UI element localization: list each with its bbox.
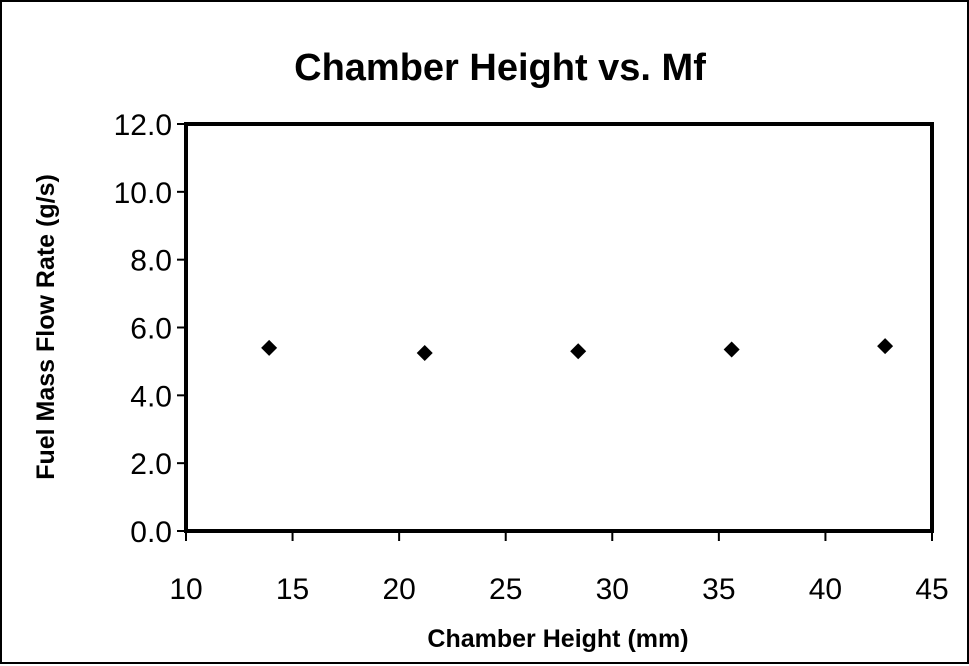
x-axis-label: Chamber Height (mm): [427, 625, 688, 653]
plot-area: [184, 122, 934, 533]
y-tick-label: 0.0: [130, 516, 172, 549]
x-tick-label: 30: [596, 573, 629, 606]
x-tick-label: 40: [809, 573, 842, 606]
y-tick-label: 8.0: [130, 245, 172, 278]
data-points: [261, 338, 894, 361]
data-point-diamond: [261, 339, 278, 356]
y-tick-label: 4.0: [130, 380, 172, 413]
y-tick-label: 2.0: [130, 448, 172, 481]
y-axis-label: Fuel Mass Flow Rate (g/s): [32, 174, 60, 480]
x-tick-label: 45: [915, 573, 948, 606]
x-tick-label: 20: [382, 573, 415, 606]
y-tick-label: 12.0: [114, 109, 172, 142]
data-point-diamond: [877, 338, 894, 355]
x-tick-label: 10: [169, 573, 202, 606]
data-point-diamond: [723, 341, 740, 358]
y-tick-label: 10.0: [114, 177, 172, 210]
x-tick-label: 35: [702, 573, 735, 606]
x-axis-ticks: 10 15 20 25 30 35 40 45: [169, 531, 949, 606]
x-tick-label: 25: [489, 573, 522, 606]
y-tick-label: 6.0: [130, 313, 172, 346]
chart-title: Chamber Height vs. Mf: [294, 47, 706, 89]
data-point-diamond: [570, 343, 587, 360]
data-point-diamond: [416, 344, 433, 361]
x-tick-label: 15: [276, 573, 309, 606]
y-axis-ticks: 0.0 2.0 4.0 6.0 8.0 10.0 12.0: [114, 109, 186, 549]
